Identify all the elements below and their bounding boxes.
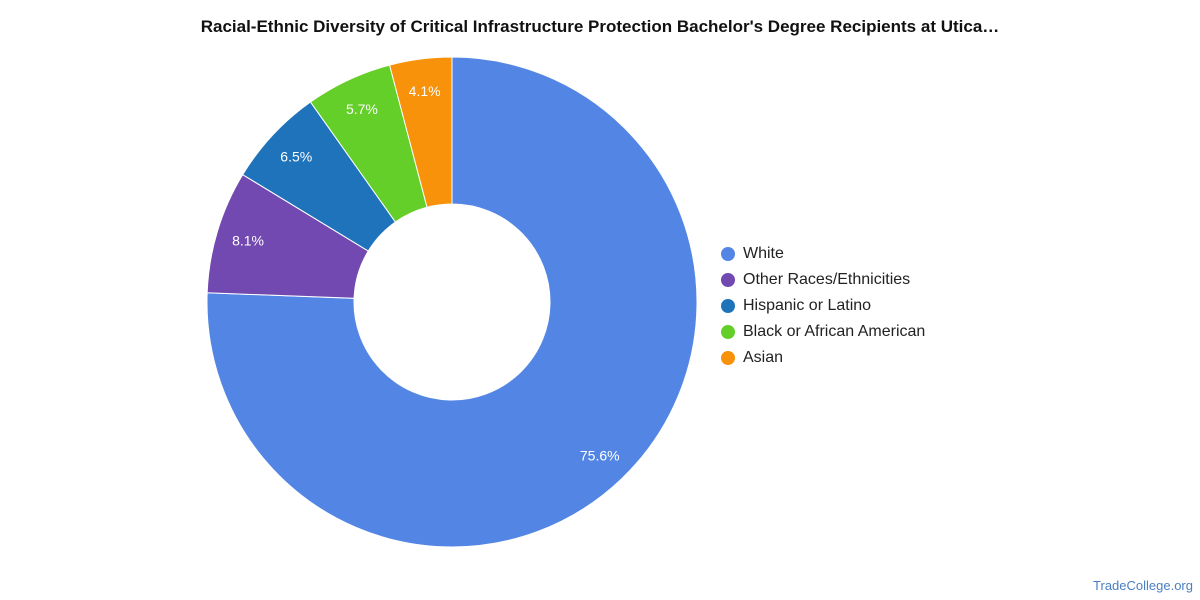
legend-item-white[interactable]: White	[721, 241, 925, 267]
slice-label-other-races-ethnicities: 8.1%	[232, 233, 264, 249]
legend-item-other-races-ethnicities[interactable]: Other Races/Ethnicities	[721, 267, 925, 293]
slice-label-black-or-african-american: 5.7%	[346, 101, 378, 117]
donut-slices	[206, 56, 698, 548]
slice-label-hispanic-or-latino: 6.5%	[280, 149, 312, 165]
chart-legend: White Other Races/Ethnicities Hispanic or …	[721, 241, 925, 371]
legend-swatch-icon	[721, 325, 735, 339]
legend-item-hispanic-or-latino[interactable]: Hispanic or Latino	[721, 293, 925, 319]
legend-label: Hispanic or Latino	[743, 297, 872, 314]
slice-white[interactable]	[206, 56, 698, 548]
watermark-link[interactable]: TradeCollege.org	[1093, 578, 1193, 593]
legend-label: Black or African American	[743, 323, 926, 340]
slice-label-asian: 4.1%	[409, 83, 441, 99]
legend-label: Asian	[743, 349, 784, 366]
legend-swatch-icon	[721, 247, 735, 261]
slice-asian[interactable]	[388, 56, 453, 208]
slice-label-white: 75.6%	[580, 447, 620, 463]
legend-swatch-icon	[721, 273, 735, 287]
legend-swatch-icon	[721, 299, 735, 313]
donut-labels: 75.6% 8.1% 6.5% 5.7% 4.1%	[232, 83, 620, 464]
legend-item-black-or-african-american[interactable]: Black or African American	[721, 319, 925, 345]
legend-label: Other Races/Ethnicities	[743, 271, 911, 288]
chart-title: Racial-Ethnic Diversity of Critical Infr…	[200, 17, 1000, 36]
legend-swatch-icon	[721, 351, 735, 365]
legend-item-asian[interactable]: Asian	[721, 345, 925, 371]
legend-label: White	[743, 245, 784, 262]
